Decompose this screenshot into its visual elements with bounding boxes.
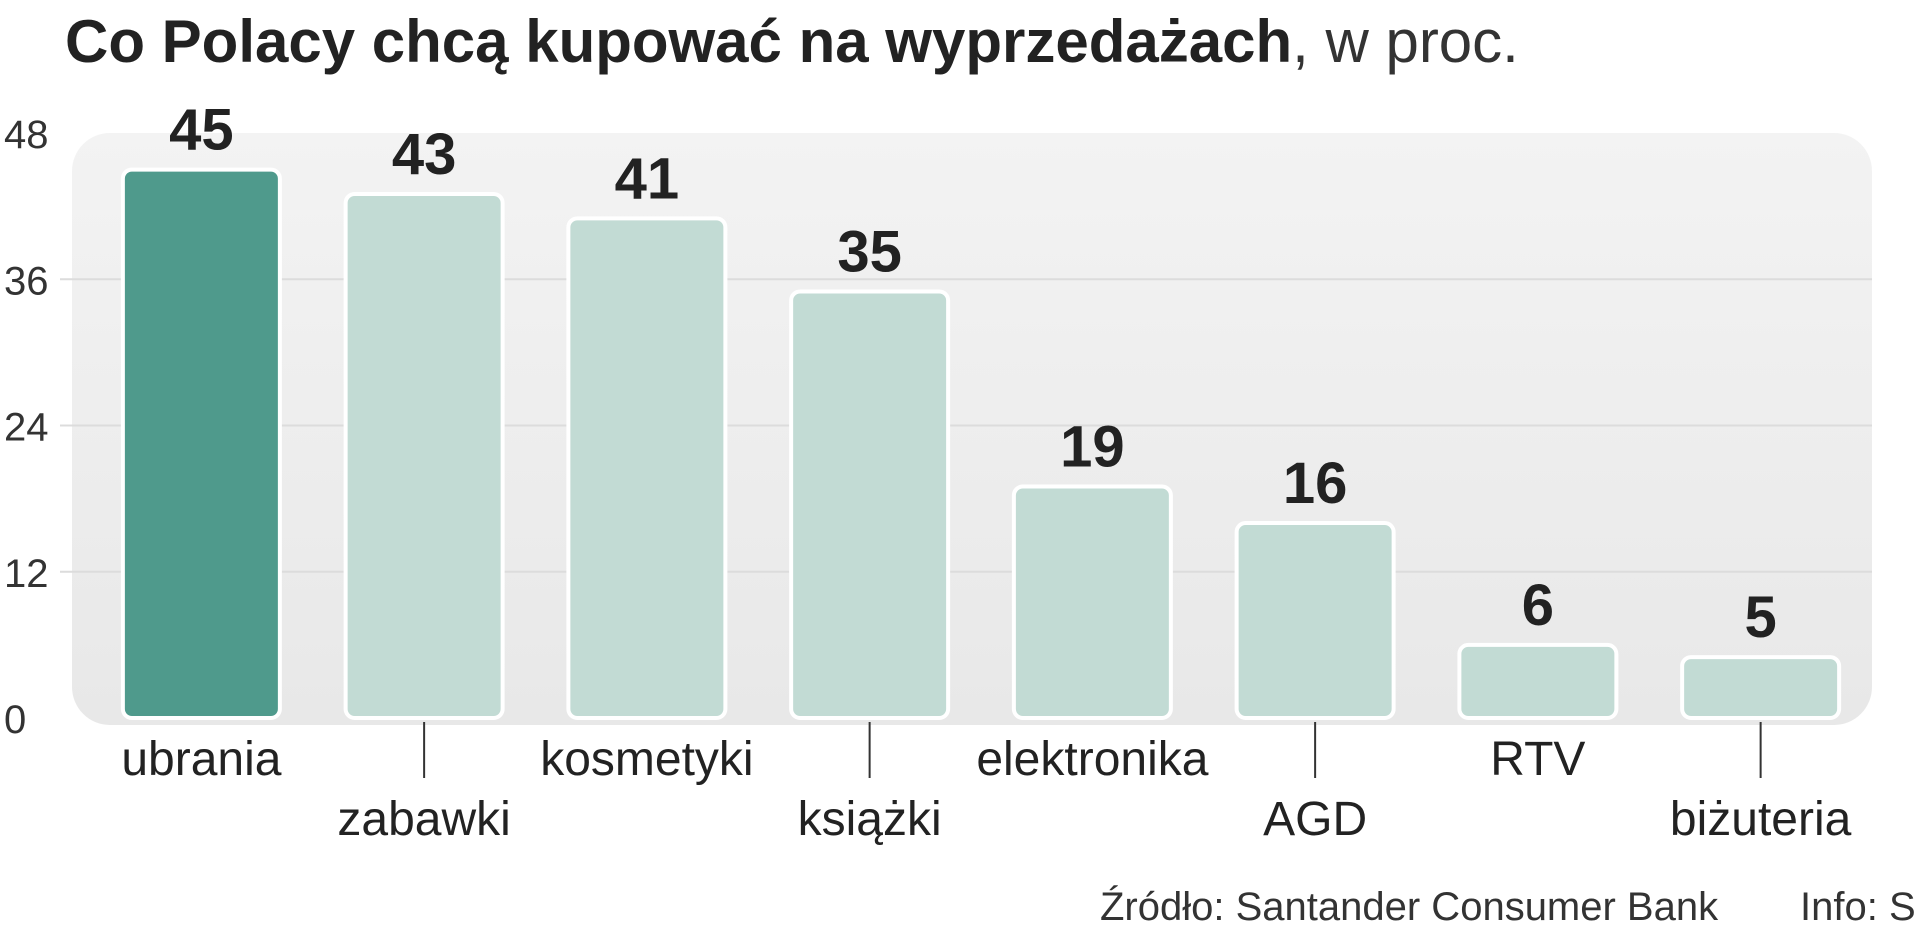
y-tick-label: 36 xyxy=(4,259,49,303)
y-axis: 0 12 24 36 48 xyxy=(4,113,49,742)
bar-value-label: 19 xyxy=(1060,414,1125,479)
x-category-label: zabawki xyxy=(337,793,510,846)
bar-value-label: 35 xyxy=(837,219,902,284)
bar xyxy=(1234,521,1396,720)
x-category-label: biżuteria xyxy=(1670,793,1852,846)
y-tick-label: 0 xyxy=(4,698,26,742)
value-labels: 45 43 41 35 19 16 6 5 xyxy=(169,98,1777,651)
bar xyxy=(1457,642,1619,720)
x-category-label: kosmetyki xyxy=(540,733,753,786)
x-category-label: elektronika xyxy=(976,733,1208,786)
bar xyxy=(343,191,505,720)
x-category-label: RTV xyxy=(1490,733,1585,786)
bar-value-label: 16 xyxy=(1283,451,1348,516)
x-category-label: ubrania xyxy=(121,733,281,786)
bar-value-label: 5 xyxy=(1744,585,1776,650)
bar xyxy=(566,216,728,720)
plot-panel xyxy=(72,133,1872,725)
bar xyxy=(1011,484,1173,720)
chart-title-line: Co Polacy chcą kupować na wyprzedażach, … xyxy=(65,8,1519,75)
y-tick-label: 12 xyxy=(4,552,49,596)
bar xyxy=(120,167,282,720)
x-axis: ubrania zabawki kosmetyki książki elektronik… xyxy=(121,722,1852,846)
bar xyxy=(1680,655,1842,720)
bar-value-label: 6 xyxy=(1522,573,1554,638)
y-tick-label: 24 xyxy=(4,406,49,450)
chart-subtitle: , w proc. xyxy=(1292,8,1519,75)
bar xyxy=(789,289,951,720)
info-note: Info: S xyxy=(1800,885,1916,929)
bar-value-label: 41 xyxy=(615,146,680,211)
bar-value-label: 43 xyxy=(392,122,457,187)
y-tick-label: 48 xyxy=(4,113,49,157)
bars-layer xyxy=(120,167,1842,720)
chart-title: Co Polacy chcą kupować na wyprzedażach xyxy=(65,8,1292,75)
x-category-label: książki xyxy=(798,793,942,846)
bar-value-label: 45 xyxy=(169,98,234,163)
x-category-label: AGD xyxy=(1263,793,1367,846)
source-note: Źródło: Santander Consumer Bank xyxy=(1100,884,1719,929)
